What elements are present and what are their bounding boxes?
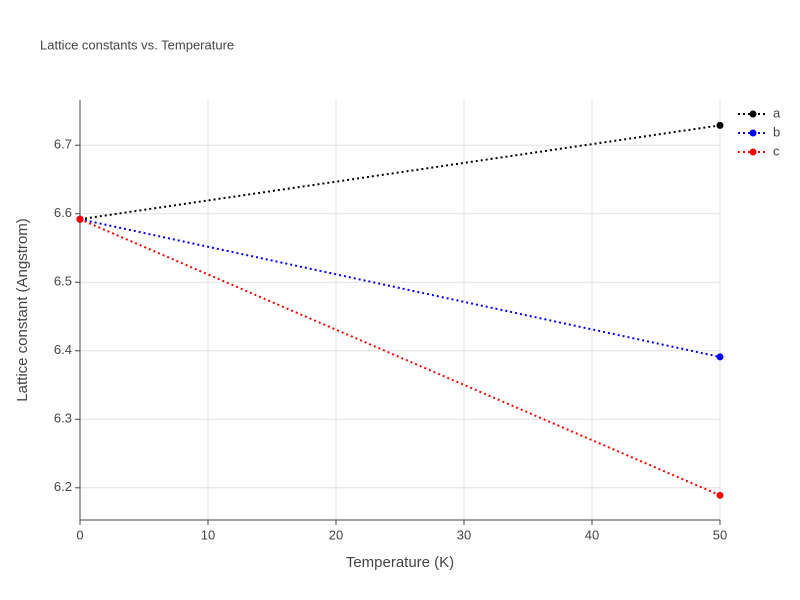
y-tick-label: 6.2: [54, 479, 72, 494]
x-tick-label: 30: [457, 527, 471, 542]
x-tick-label: 40: [585, 527, 599, 542]
legend-label: a: [773, 105, 781, 120]
legend-label: c: [773, 143, 780, 158]
series-line: [79, 218, 721, 358]
x-tick-label: 10: [201, 527, 215, 542]
series-line: [79, 124, 721, 221]
legend-marker: [749, 129, 757, 137]
point: [716, 353, 724, 361]
legend-marker: [749, 110, 757, 118]
legend-marker: [749, 148, 757, 156]
legend-label: b: [773, 124, 780, 139]
point: [716, 491, 724, 499]
y-axis-title: Lattice constant (Angstrom): [14, 218, 31, 401]
chart-title: Lattice constants vs. Temperature: [40, 37, 234, 52]
point: [716, 121, 724, 129]
point: [76, 215, 84, 223]
x-tick-label: 50: [713, 527, 727, 542]
y-tick-label: 6.3: [54, 411, 72, 426]
y-tick-label: 6.5: [54, 274, 72, 289]
y-tick-label: 6.4: [54, 342, 72, 357]
y-tick-label: 6.7: [54, 137, 72, 152]
y-tick-label: 6.6: [54, 205, 72, 220]
x-tick-label: 20: [329, 527, 343, 542]
x-tick-label: 0: [76, 527, 83, 542]
series-line: [79, 218, 721, 497]
x-axis-title: Temperature (K): [346, 554, 454, 571]
